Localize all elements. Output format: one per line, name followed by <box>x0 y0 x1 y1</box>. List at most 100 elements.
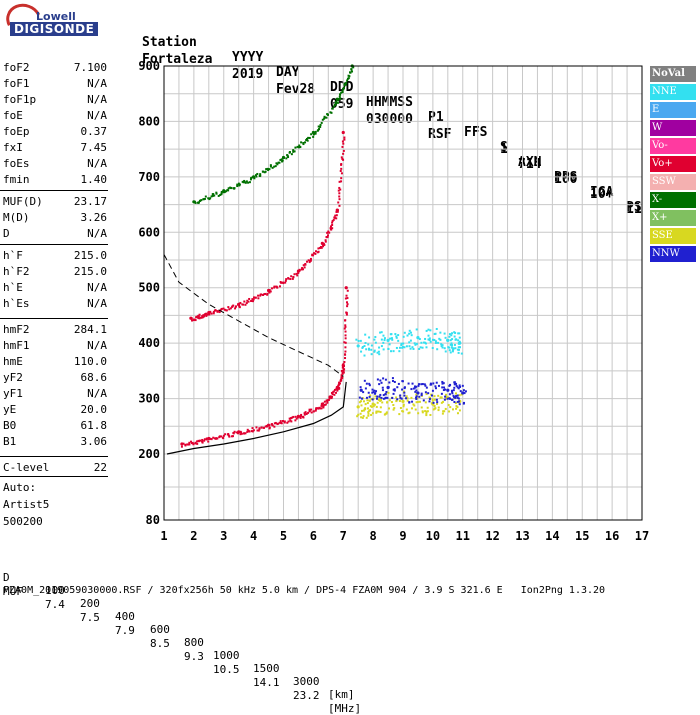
echo-point <box>434 407 437 410</box>
echo-point <box>395 336 398 339</box>
echo-point <box>433 404 436 407</box>
echo-point <box>444 350 447 353</box>
autoscaling-version: 500200 <box>3 515 43 528</box>
trace-point <box>237 302 241 306</box>
echo-point <box>452 389 455 392</box>
echo-point <box>331 227 334 230</box>
echo-point <box>331 395 334 398</box>
echo-point <box>406 399 409 402</box>
echo-point <box>307 259 310 262</box>
echo-point <box>374 335 377 338</box>
echo-point <box>370 405 373 408</box>
parameter-row: hmE 110.0 <box>3 354 107 370</box>
echo-point <box>358 401 361 404</box>
parameter-value: N/A <box>87 109 107 122</box>
echo-point <box>212 312 215 315</box>
echo-point <box>269 164 272 167</box>
echo-point <box>375 410 378 413</box>
x-tick-label: 4 <box>250 529 257 543</box>
echo-point <box>309 257 312 260</box>
echo-point <box>408 341 411 344</box>
echo-point <box>344 297 347 300</box>
echo-point <box>464 390 467 393</box>
echo-point <box>305 412 308 415</box>
echo-point <box>296 145 299 148</box>
echo-point <box>197 201 200 204</box>
echo-point <box>322 405 325 408</box>
y-tick-label: 200 <box>138 447 160 461</box>
trace-point <box>461 391 465 395</box>
trace-point <box>386 385 390 390</box>
parameter-value: 0.37 <box>80 125 108 138</box>
parameter-value: N/A <box>87 77 107 90</box>
echo-point <box>424 391 427 394</box>
echo-point <box>346 305 349 308</box>
echo-point <box>251 298 254 301</box>
echo-point <box>288 151 291 154</box>
trace-point <box>344 286 348 290</box>
y-tick-label: 700 <box>138 170 160 184</box>
echo-point <box>463 401 466 404</box>
echo-point <box>338 386 341 389</box>
echo-point <box>201 315 204 318</box>
echo-point <box>227 433 230 436</box>
echo-point <box>308 136 311 139</box>
echo-point <box>345 301 348 304</box>
echo-point <box>344 346 347 349</box>
echo-point <box>314 130 317 133</box>
echo-point <box>381 401 384 404</box>
echo-point <box>439 396 442 399</box>
header-year-label: YYYY <box>232 50 264 65</box>
distance-value: 1000 <box>213 649 240 662</box>
echo-point <box>376 401 379 404</box>
parameter-value: 215.0 <box>73 265 107 278</box>
echo-point <box>200 316 203 319</box>
echo-point <box>390 333 393 336</box>
echo-point <box>254 296 257 299</box>
echo-point <box>379 411 382 414</box>
echo-point <box>392 388 395 391</box>
parameter-value: N/A <box>87 281 107 294</box>
y-tick-label: 600 <box>138 225 160 239</box>
echo-point <box>332 218 335 221</box>
echo-point <box>431 338 434 341</box>
echo-point <box>338 198 341 201</box>
echo-point <box>414 385 417 388</box>
echo-point <box>450 334 453 337</box>
echo-point <box>378 383 381 386</box>
echo-point <box>388 343 391 346</box>
echo-point <box>388 407 391 410</box>
echo-point <box>210 312 213 315</box>
muf-value: 7.9 <box>115 624 135 637</box>
echo-point <box>340 177 343 180</box>
echo-point <box>448 397 451 400</box>
echo-point <box>406 397 409 400</box>
echo-point <box>314 408 317 411</box>
echo-point <box>434 341 437 344</box>
distance-value: 800 <box>184 636 204 649</box>
echo-point <box>384 393 387 396</box>
echo-point <box>401 346 404 349</box>
parameter-name: foE <box>3 109 23 122</box>
parameter-name: MUF(D) <box>3 195 43 208</box>
echo-point <box>461 384 464 387</box>
echo-point <box>194 201 197 204</box>
echo-point <box>344 334 347 337</box>
muf-value: 14.1 <box>253 676 280 689</box>
echo-point <box>319 125 322 128</box>
parameter-name: foEp <box>3 125 30 138</box>
echo-point <box>432 408 435 411</box>
echo-point <box>368 336 371 339</box>
parameter-row: h`F 215.0 <box>3 248 107 264</box>
echo-point <box>400 344 403 347</box>
echo-point <box>387 391 390 394</box>
echo-point <box>229 186 232 189</box>
echo-point <box>180 445 183 448</box>
echo-point <box>408 401 411 404</box>
echo-point <box>340 369 343 372</box>
echo-point <box>231 305 234 308</box>
echo-point <box>388 399 391 402</box>
parameter-name: foEs <box>3 157 30 170</box>
legend-item: NoVal <box>650 66 696 82</box>
trace-point <box>335 208 339 212</box>
